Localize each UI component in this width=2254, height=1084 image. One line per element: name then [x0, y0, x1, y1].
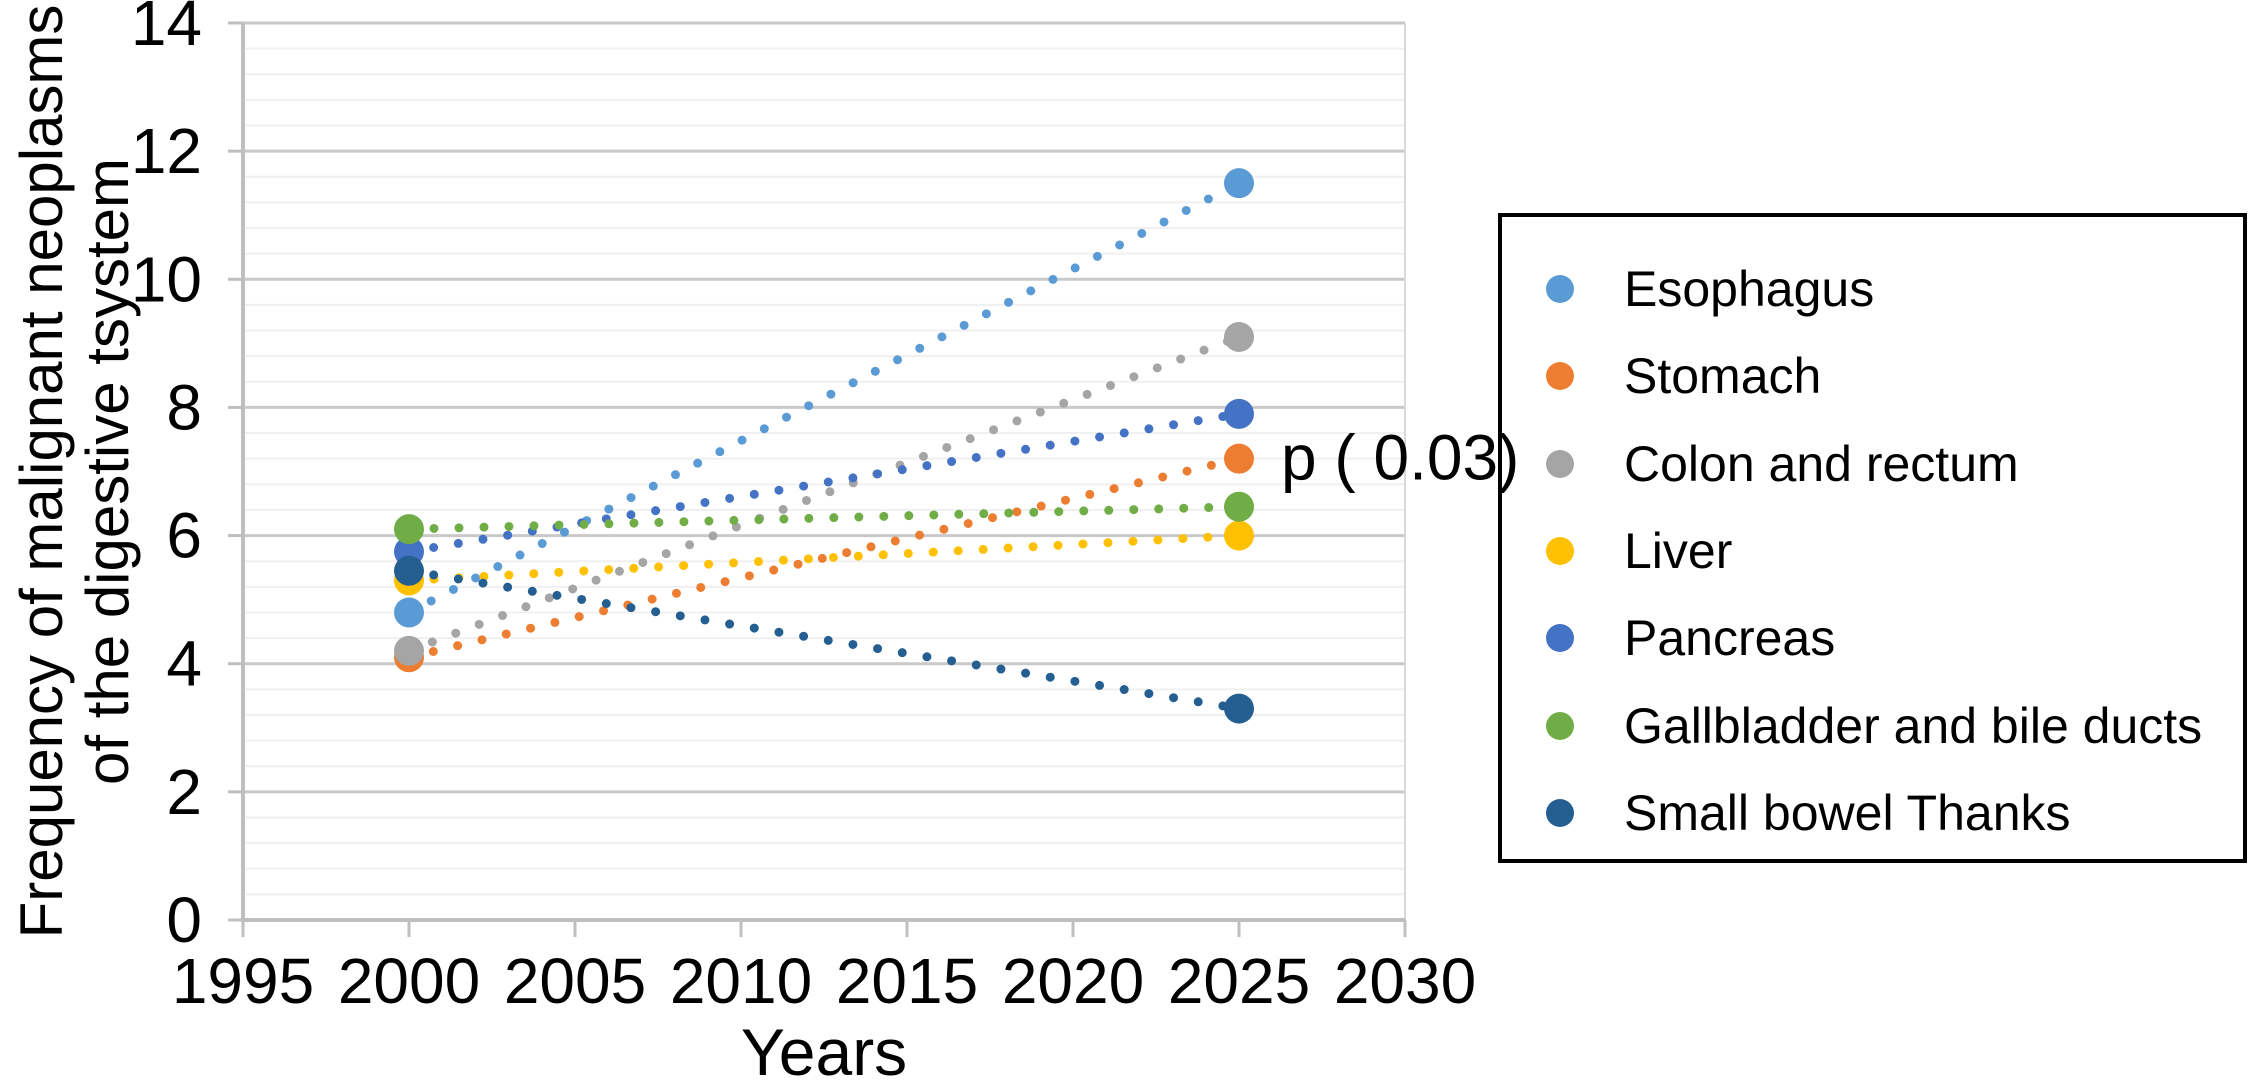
data-point-small-bowel-thanks-2025: [1224, 693, 1254, 724]
series-line-colon-and-rectum: [404, 332, 1244, 656]
data-point-liver-2025: [1224, 520, 1254, 551]
legend-label: Colon and rectum: [1624, 435, 2019, 492]
x-tick-label: 2015: [836, 945, 978, 1017]
data-point-esophagus-2025: [1224, 168, 1254, 199]
legend-label: Liver: [1624, 522, 1733, 579]
legend-item: Stomach: [1546, 350, 2233, 402]
legend-marker-dot: [1546, 711, 1574, 740]
data-point-stomach-2025: [1224, 443, 1254, 474]
data-point-colon-and-rectum-2000: [394, 635, 424, 666]
series-line-pancreas: [404, 409, 1244, 557]
y-axis-title-line: Frequency of malignant neoplasms: [8, 5, 75, 939]
legend-marker-dot: [1546, 624, 1574, 653]
legend-label: Esophagus: [1624, 261, 1875, 317]
legend-marker-dot: [1546, 798, 1574, 827]
y-tick-label: 12: [131, 115, 202, 187]
y-tick-label: 6: [166, 500, 202, 572]
y-tick-label: 14: [131, 0, 202, 59]
data-point-gallbladder-and-bile-ducts-2025: [1224, 491, 1254, 522]
x-tick-label: 2025: [1168, 945, 1310, 1017]
legend-item: Gallbladder and bile ducts: [1546, 700, 2233, 752]
legend-label: Small bowel Thanks: [1624, 784, 2071, 841]
x-tick-label: 2020: [1002, 945, 1144, 1017]
legend-label: Gallbladder and bile ducts: [1624, 697, 2203, 754]
x-tick-label: 2000: [338, 945, 480, 1017]
y-tick-label: 8: [166, 371, 202, 443]
legend-marker-dot: [1546, 275, 1574, 303]
legend-marker-dot: [1546, 362, 1574, 391]
legend-marker-dot: [1546, 449, 1574, 478]
x-tick-label: 1995: [172, 945, 314, 1017]
y-tick-label: 2: [166, 756, 202, 828]
y-tick-label: 4: [166, 628, 202, 700]
x-axis-title: Years: [741, 1015, 907, 1084]
data-point-pancreas-2025: [1224, 398, 1254, 429]
legend-item: Colon and rectum: [1546, 438, 2233, 490]
series-line-esophagus: [404, 178, 1244, 617]
legend-item: Liver: [1546, 525, 2233, 577]
x-tick-label: 2005: [504, 945, 646, 1017]
x-tick-label: 2010: [670, 945, 812, 1017]
legend-marker-dot: [1546, 536, 1574, 565]
legend-item: Pancreas: [1546, 612, 2233, 664]
series-line-small-bowel-thanks: [404, 566, 1244, 714]
data-point-colon-and-rectum-2025: [1224, 321, 1254, 352]
y-axis-title-line: of the digestive tsystem: [74, 158, 141, 785]
data-point-gallbladder-and-bile-ducts-2000: [394, 514, 424, 545]
legend-item: Esophagus: [1546, 263, 2233, 315]
data-point-small-bowel-thanks-2000: [394, 555, 424, 586]
legend-label: Pancreas: [1624, 610, 1836, 667]
series-line-stomach: [404, 454, 1244, 662]
p-value-annotation: p ( 0.03): [1281, 421, 1520, 494]
x-tick-label: 2030: [1334, 945, 1476, 1017]
legend-label: Stomach: [1624, 348, 1822, 405]
y-tick-label: 10: [131, 243, 202, 315]
legend-item: Small bowel Thanks: [1546, 787, 2233, 839]
y-tick-label: 0: [166, 884, 202, 956]
data-point-esophagus-2000: [394, 597, 424, 628]
legend: Esophagus Stomach Colon and rectum Liver Pan…: [1498, 213, 2247, 863]
